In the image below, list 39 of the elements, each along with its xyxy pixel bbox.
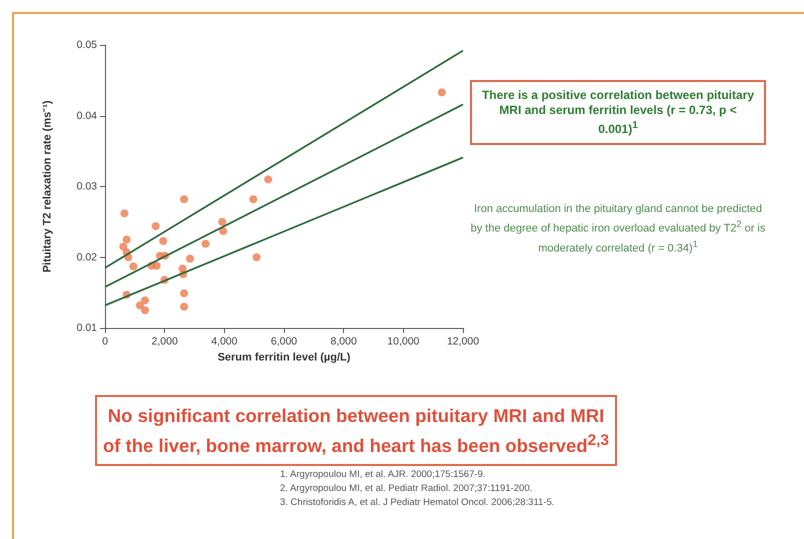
point: [186, 254, 194, 263]
y-tick-label: 0.03: [76, 180, 98, 192]
x-tick-label: 2,000: [152, 336, 178, 348]
point: [218, 218, 226, 226]
y-axis-title: Pituitary T2 relaxation rate (ms⁻¹): [42, 100, 54, 273]
point: [180, 195, 188, 204]
x-tick-label: 8,000: [330, 336, 357, 348]
point: [180, 302, 188, 311]
point: [122, 236, 131, 244]
point: [180, 289, 188, 298]
y-tick-label: 0.05: [76, 39, 98, 51]
x-tick-label: 6,000: [270, 336, 298, 348]
point: [219, 227, 228, 236]
point: [129, 262, 138, 270]
point: [202, 240, 210, 248]
point: [152, 262, 161, 270]
point: [252, 253, 261, 262]
point: [152, 222, 160, 230]
x-tick-label: 10,000: [387, 336, 420, 348]
y-tick-label: 0.04: [76, 110, 98, 122]
text: There is a positive correlation between pituitary MRI and serum ferritin levels (r = 0.73, p < 0.001)$^{1}$: [470, 80, 766, 145]
x-tick-label: 12,000: [446, 336, 480, 348]
point: [249, 195, 258, 204]
point: [119, 242, 128, 251]
point: [140, 296, 149, 304]
point: [438, 88, 446, 96]
text: Iron accumulation in the pituitary gland cannot be predicted by the degree of hepatic iron overload evaluated by T2$^{2}$ or is moderately correlated (r = 0.34)$^{1}$: [470, 203, 766, 254]
y-tick-label: 0.01: [76, 322, 98, 334]
point: [136, 301, 144, 310]
y-tick-label: 0.02: [76, 251, 98, 264]
x-tick-label: 4,000: [211, 336, 238, 348]
x-axis-title: Serum ferritin level (µg/L): [218, 352, 351, 364]
point: [264, 175, 272, 184]
text: 1. Argyropoulou MI, et al. AJR. 2000;175:1567-9. 2. Argyropoulou MI, et al. Pediatr Radiol. 2007;37:1191-200. 3. Christoforidis A, et al. J Pediatr Hematol Oncol. 2006;28:311-5.: [280, 468, 556, 510]
point: [159, 236, 168, 245]
x-tick-label: 0: [102, 336, 108, 348]
text: No significant correlation between pituitary MRI and MRI of the liver, bone marrow, and heart has been observed$^{2,3}$: [95, 395, 617, 466]
point: [140, 306, 149, 314]
point: [120, 209, 128, 218]
